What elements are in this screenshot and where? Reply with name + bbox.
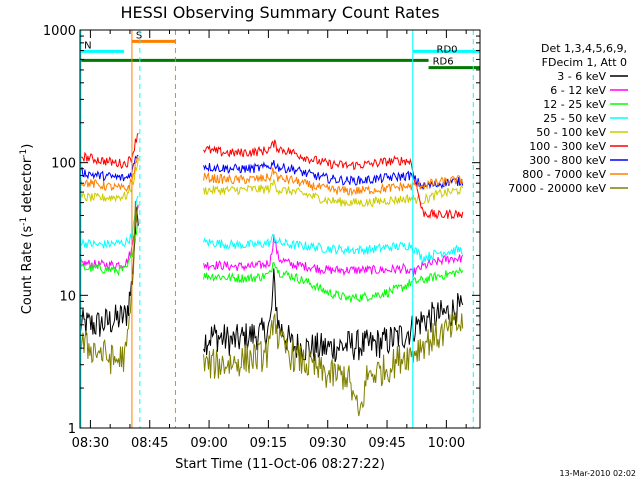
y-axis-label-part3: )	[20, 144, 35, 149]
legend-label-6-12-kev: 6 - 12 keV	[550, 84, 606, 97]
chart-title: HESSI Observing Summary Count Rates	[120, 3, 439, 22]
y-axis-ticks: 1 10 100 1000	[43, 24, 480, 437]
y-axis-label: Count Rate (s-1 detector-1)	[19, 144, 35, 315]
x-tick-label: 08:30	[72, 436, 109, 451]
x-tick-label: 09:15	[250, 436, 287, 451]
y-axis-label-sup2: -1	[19, 149, 29, 158]
y-tick-label: 10	[59, 289, 76, 304]
flag-label-n: N	[84, 40, 91, 51]
legend-label-12-25-kev: 12 - 25 keV	[543, 98, 606, 111]
x-tick-label: 10:00	[428, 436, 465, 451]
legend-label-3-6-kev: 3 - 6 keV	[557, 70, 606, 83]
flag-label-rd6: RD6	[433, 57, 454, 68]
x-axis-label: Start Time (11-Oct-06 08:27:22)	[175, 457, 385, 472]
series-line-300-800-kev	[79, 154, 464, 190]
series-line-100-300-kev	[79, 132, 464, 220]
series-line-12-25-kev	[79, 224, 464, 303]
legend-label-800-7000-kev: 800 - 7000 keV	[522, 168, 606, 181]
legend-header-line1: Det 1,3,4,5,6,9,	[541, 42, 627, 55]
y-axis-label-part1: Count Rate (s	[20, 226, 35, 315]
legend-label-100-300-kev: 100 - 300 keV	[529, 140, 606, 153]
series-lines	[79, 132, 464, 417]
legend: Det 1,3,4,5,6,9, FDecim 1, Att 0 3 - 6 k…	[508, 42, 628, 195]
y-axis-label-sup1: -1	[19, 217, 29, 226]
series-line-7000-20000-kev	[79, 200, 464, 417]
series-line-3-6-kev	[79, 207, 464, 363]
x-tick-label: 09:45	[368, 436, 405, 451]
x-tick-label: 09:00	[190, 436, 227, 451]
legend-label-7000-20000-kev: 7000 - 20000 keV	[508, 182, 606, 195]
y-tick-label: 1000	[43, 24, 76, 39]
x-tick-label: 09:30	[309, 436, 346, 451]
y-tick-label: 1	[68, 422, 76, 437]
legend-label-300-800-kev: 300 - 800 keV	[529, 154, 606, 167]
time-markers	[80, 30, 474, 428]
footer-timestamp: 13-Mar-2010 02:02	[560, 469, 637, 478]
flag-label-s: S	[136, 30, 142, 41]
series-line-800-7000-kev	[79, 155, 464, 197]
legend-label-50-100-kev: 50 - 100 keV	[536, 126, 606, 139]
legend-label-25-50-kev: 25 - 50 keV	[543, 112, 606, 125]
y-axis-label-part2: detector	[20, 157, 35, 217]
flag-label-rd0: RD0	[437, 45, 458, 56]
y-tick-label: 100	[51, 157, 76, 172]
legend-header-line2: FDecim 1, Att 0	[542, 56, 627, 69]
series-line-25-50-kev	[79, 195, 464, 265]
plot-frame	[79, 29, 481, 429]
series-line-6-12-kev	[79, 205, 464, 277]
x-tick-label: 08:45	[131, 436, 168, 451]
x-axis-ticks: 08:30 08:45 09:00 09:15 09:30 09:45 10:00	[72, 30, 467, 451]
